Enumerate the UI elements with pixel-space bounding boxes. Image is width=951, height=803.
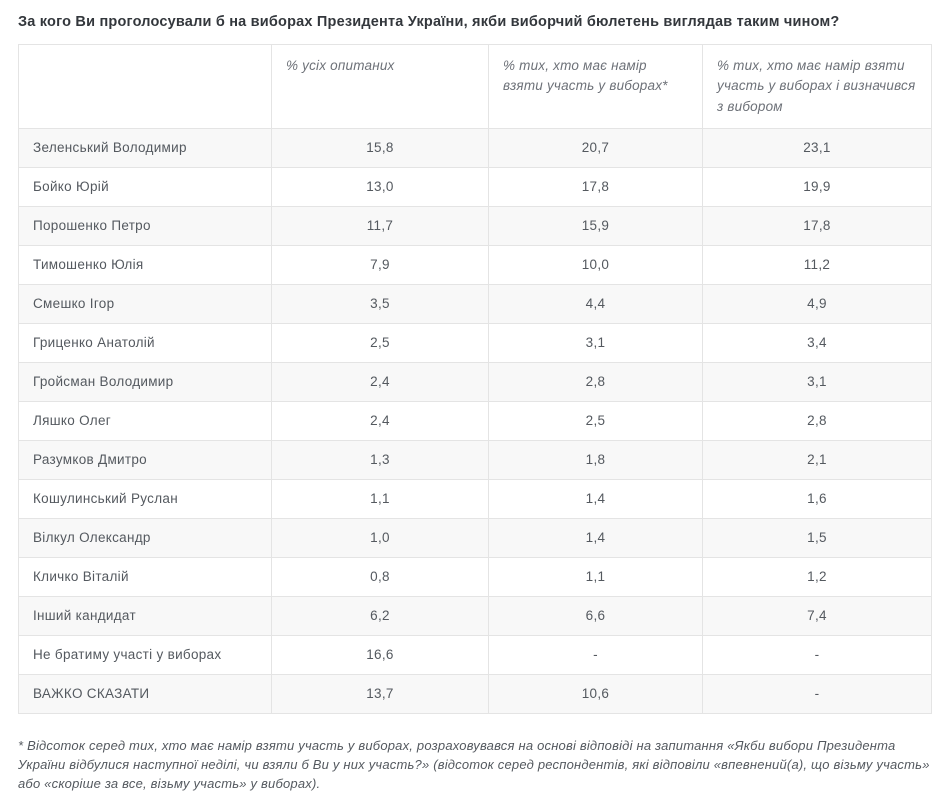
methodology-footnote: * Відсоток серед тих, хто має намір взят… [18,737,930,791]
table-row: Вілкул Олександр 1,0 1,4 1,5 [18,517,932,558]
value-cell-all-respondents: 1,3 [271,439,489,480]
value-cell-all-respondents: 15,8 [271,127,489,168]
candidate-name-cell: Вілкул Олександр [18,517,272,558]
candidate-name-cell: Бойко Юрій [18,166,272,207]
candidate-name-cell: Кошулинський Руслан [18,478,272,519]
candidate-name-cell: Гриценко Анатолій [18,322,272,363]
value-cell-all-respondents: 2,4 [271,361,489,402]
value-cell-decided-voters: 7,4 [702,595,932,636]
table-row: Бойко Юрій 13,0 17,8 19,9 [18,166,932,207]
candidate-name-cell: Смешко Ігор [18,283,272,324]
value-cell-intend-to-vote: 1,4 [488,517,703,558]
poll-results-table: % усіх опитаних % тих, хто має намір взя… [18,44,932,714]
value-cell-decided-voters: 3,1 [702,361,932,402]
value-cell-intend-to-vote: 20,7 [488,127,703,168]
candidate-name-cell: Зеленський Володимир [18,127,272,168]
value-cell-all-respondents: 13,0 [271,166,489,207]
candidate-name-cell: ВАЖКО СКАЗАТИ [18,673,272,714]
column-header-intend-to-vote: % тих, хто має намір взяти участь у вибо… [488,44,703,129]
candidate-name-cell: Тимошенко Юлія [18,244,272,285]
value-cell-intend-to-vote: 1,8 [488,439,703,480]
value-cell-decided-voters: 3,4 [702,322,932,363]
value-cell-decided-voters: 4,9 [702,283,932,324]
table-row: Ляшко Олег 2,4 2,5 2,8 [18,400,932,441]
value-cell-decided-voters: 11,2 [702,244,932,285]
column-header-empty [18,44,272,129]
value-cell-all-respondents: 1,1 [271,478,489,519]
value-cell-intend-to-vote: 2,5 [488,400,703,441]
table-body: Зеленський Володимир 15,8 20,7 23,1 Бойк… [18,127,932,714]
value-cell-all-respondents: 16,6 [271,634,489,675]
table-row: Порошенко Петро 11,7 15,9 17,8 [18,205,932,246]
candidate-name-cell: Гройсман Володимир [18,361,272,402]
column-header-decided-voters: % тих, хто має намір взяти участь у вибо… [702,44,932,129]
value-cell-all-respondents: 1,0 [271,517,489,558]
candidate-name-cell: Ляшко Олег [18,400,272,441]
value-cell-all-respondents: 13,7 [271,673,489,714]
value-cell-all-respondents: 3,5 [271,283,489,324]
value-cell-all-respondents: 0,8 [271,556,489,597]
candidate-name-cell: Не братиму участі у виборах [18,634,272,675]
candidate-name-cell: Інший кандидат [18,595,272,636]
value-cell-intend-to-vote: 17,8 [488,166,703,207]
value-cell-decided-voters: 23,1 [702,127,932,168]
value-cell-intend-to-vote: 10,6 [488,673,703,714]
table-row: Гриценко Анатолій 2,5 3,1 3,4 [18,322,932,363]
value-cell-decided-voters: - [702,634,932,675]
table-row: Зеленський Володимир 15,8 20,7 23,1 [18,127,932,168]
column-header-all-respondents: % усіх опитаних [271,44,489,129]
candidate-name-cell: Порошенко Петро [18,205,272,246]
candidate-name-cell: Кличко Віталій [18,556,272,597]
value-cell-all-respondents: 2,5 [271,322,489,363]
table-row: Кличко Віталій 0,8 1,1 1,2 [18,556,932,597]
value-cell-all-respondents: 7,9 [271,244,489,285]
table-row: Кошулинський Руслан 1,1 1,4 1,6 [18,478,932,519]
value-cell-all-respondents: 6,2 [271,595,489,636]
table-header: % усіх опитаних % тих, хто має намір взя… [18,44,932,129]
table-row: Смешко Ігор 3,5 4,4 4,9 [18,283,932,324]
value-cell-intend-to-vote: 1,4 [488,478,703,519]
value-cell-all-respondents: 2,4 [271,400,489,441]
value-cell-decided-voters: 1,5 [702,517,932,558]
value-cell-decided-voters: 2,1 [702,439,932,480]
table-row: ВАЖКО СКАЗАТИ 13,7 10,6 - [18,673,932,714]
table-row: Тимошенко Юлія 7,9 10,0 11,2 [18,244,932,285]
page-title: За кого Ви проголосували б на виборах Пр… [18,14,840,30]
value-cell-intend-to-vote: 2,8 [488,361,703,402]
value-cell-intend-to-vote: 4,4 [488,283,703,324]
value-cell-decided-voters: 17,8 [702,205,932,246]
value-cell-decided-voters: 1,2 [702,556,932,597]
value-cell-intend-to-vote: 6,6 [488,595,703,636]
value-cell-decided-voters: - [702,673,932,714]
value-cell-intend-to-vote: - [488,634,703,675]
value-cell-decided-voters: 19,9 [702,166,932,207]
table-row: Гройсман Володимир 2,4 2,8 3,1 [18,361,932,402]
value-cell-all-respondents: 11,7 [271,205,489,246]
value-cell-intend-to-vote: 1,1 [488,556,703,597]
value-cell-decided-voters: 2,8 [702,400,932,441]
candidate-name-cell: Разумков Дмитро [18,439,272,480]
value-cell-intend-to-vote: 10,0 [488,244,703,285]
value-cell-decided-voters: 1,6 [702,478,932,519]
value-cell-intend-to-vote: 3,1 [488,322,703,363]
table-header-row: % усіх опитаних % тих, хто має намір взя… [18,44,932,129]
table-row: Разумков Дмитро 1,3 1,8 2,1 [18,439,932,480]
table-row: Інший кандидат 6,2 6,6 7,4 [18,595,932,636]
value-cell-intend-to-vote: 15,9 [488,205,703,246]
table-row: Не братиму участі у виборах 16,6 - - [18,634,932,675]
